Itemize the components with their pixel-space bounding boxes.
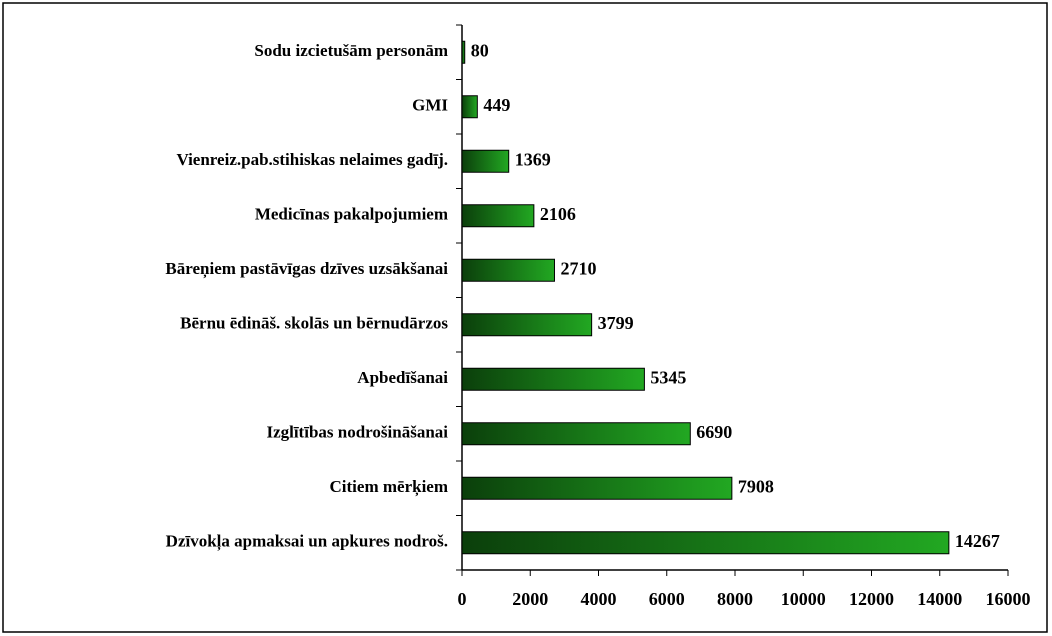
value-label: 5345 bbox=[650, 367, 686, 387]
bar bbox=[461, 422, 691, 446]
value-label: 7908 bbox=[738, 476, 774, 496]
bar bbox=[461, 95, 478, 119]
y-tick-label: Apbedīšanai bbox=[357, 368, 448, 387]
bar bbox=[461, 476, 733, 500]
x-tick-label: 14000 bbox=[917, 589, 962, 609]
bar bbox=[461, 204, 535, 228]
y-tick-label: Sodu izcietušām personām bbox=[254, 41, 448, 60]
x-tick-label: 8000 bbox=[717, 589, 753, 609]
value-label: 1369 bbox=[515, 149, 551, 169]
value-label: 449 bbox=[483, 95, 510, 115]
value-label: 80 bbox=[471, 40, 489, 60]
y-tick-label: Citiem mērķiem bbox=[330, 477, 448, 497]
x-tick-label: 12000 bbox=[849, 589, 894, 609]
x-tick-label: 2000 bbox=[512, 589, 548, 609]
value-label: 3799 bbox=[598, 313, 634, 333]
x-tick-label: 16000 bbox=[986, 589, 1031, 609]
y-tick-label: Izglītības nodrošināšanai bbox=[266, 423, 448, 442]
y-tick-label: Vienreiz.pab.stihiskas nelaimes gadīj. bbox=[176, 150, 448, 169]
bar bbox=[461, 313, 593, 337]
bar bbox=[461, 531, 950, 555]
value-label: 6690 bbox=[696, 422, 732, 442]
value-label: 14267 bbox=[955, 531, 1000, 551]
x-tick-label: 0 bbox=[458, 589, 467, 609]
bar bbox=[461, 258, 555, 282]
x-tick-label: 4000 bbox=[581, 589, 617, 609]
bar bbox=[461, 367, 645, 391]
y-tick-label: Bērnu ēdināš. skolās un bērnudārzos bbox=[180, 314, 448, 333]
value-label: 2106 bbox=[540, 204, 576, 224]
y-tick-label: Medicīnas pakalpojumiem bbox=[255, 205, 448, 224]
y-tick-label: GMI bbox=[412, 96, 448, 115]
y-tick-label: Dzīvokļa apmaksai un apkures nodroš. bbox=[166, 532, 448, 552]
bar bbox=[461, 40, 466, 64]
x-tick-label: 6000 bbox=[649, 589, 685, 609]
bar bbox=[461, 149, 510, 173]
y-tick-label: Bāreņiem pastāvīgas dzīves uzsākšanai bbox=[165, 259, 448, 279]
value-label: 2710 bbox=[560, 258, 596, 278]
x-tick-label: 10000 bbox=[781, 589, 826, 609]
